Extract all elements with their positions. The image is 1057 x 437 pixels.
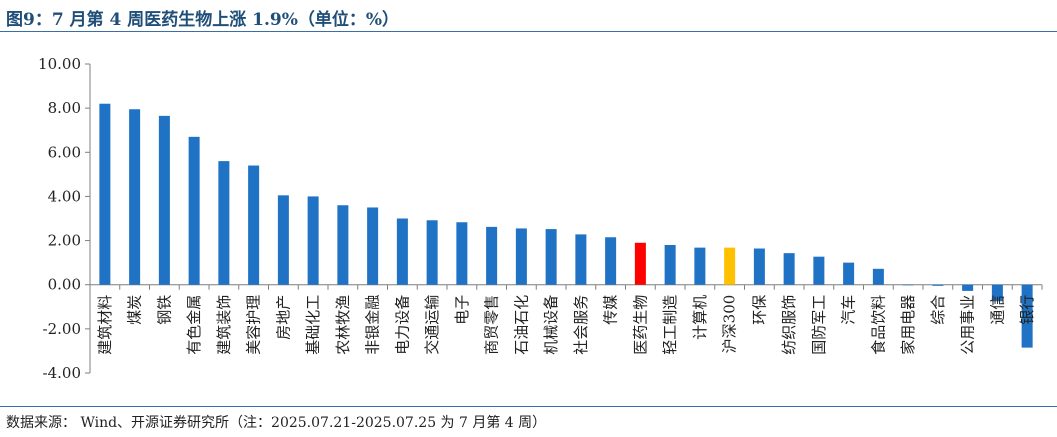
x-tick-label: 环保 (750, 295, 768, 325)
x-tick-label: 计算机 (691, 295, 709, 340)
x-tick-label: 石油石化 (512, 295, 530, 355)
x-tick-label: 建筑装饰 (215, 295, 233, 355)
y-tick-label: 0.00 (48, 276, 81, 294)
source-note: 数据来源： Wind、开源证券研究所（注：2025.07.21-2025.07.… (6, 415, 547, 431)
x-tick-label: 煤炭 (126, 295, 144, 325)
y-tick-label: -2.00 (43, 320, 81, 338)
bar-通信 (991, 284, 1003, 302)
bar-综合 (932, 284, 944, 286)
chart-title: 图9：7 月第 4 周医药生物上涨 1.9%（单位：%） (6, 10, 400, 30)
bar-食品饮料 (872, 268, 884, 285)
x-tick-label: 交通运输 (423, 295, 441, 355)
x-tick-label: 纺织服饰 (780, 295, 798, 355)
bar-公用事业 (962, 284, 974, 291)
x-tick-label: 有色金属 (185, 295, 203, 355)
top-rule (0, 31, 1057, 32)
bar-交通运输 (426, 220, 438, 285)
y-tick-label: 2.00 (48, 232, 81, 250)
x-tick-label: 医药生物 (631, 295, 649, 355)
bar-基础化工 (307, 196, 319, 285)
bar-钢铁 (158, 115, 170, 285)
bar-建筑装饰 (218, 161, 230, 285)
y-tick-label: 10.00 (38, 55, 81, 73)
x-tick-label: 轻工制造 (661, 295, 679, 355)
bar-电子 (456, 222, 468, 285)
x-tick-label: 机械设备 (542, 295, 560, 355)
x-tick-label: 建筑材料 (96, 295, 114, 355)
bar-计算机 (694, 247, 706, 285)
x-tick-label: 钢铁 (155, 295, 173, 325)
x-tick-label: 非银金融 (364, 295, 382, 355)
bar-环保 (753, 248, 765, 285)
bar-纺织服饰 (783, 253, 795, 285)
bar-有色金属 (188, 136, 200, 285)
x-tick-label: 通信 (988, 295, 1006, 325)
bar-房地产 (277, 195, 289, 285)
x-tick-label: 商贸零售 (483, 295, 501, 355)
bar-沪深300 (724, 247, 736, 285)
bar-建筑材料 (99, 103, 111, 285)
bar-石油石化 (515, 228, 527, 285)
x-tick-label: 综合 (929, 295, 947, 325)
bar-电力设备 (396, 218, 408, 285)
y-tick-label: 6.00 (48, 143, 81, 161)
bar-非银金融 (367, 207, 379, 285)
x-tick-label: 沪深300 (721, 295, 739, 354)
bar-传媒 (605, 237, 617, 285)
x-tick-label: 食品饮料 (869, 295, 887, 355)
bar-银行 (1021, 284, 1033, 348)
x-tick-label: 银行 (1018, 295, 1036, 325)
x-tick-label: 电力设备 (393, 295, 411, 355)
x-tick-label: 社会服务 (572, 295, 590, 355)
bar-家用电器 (902, 284, 914, 286)
bar-美容护理 (248, 165, 260, 285)
bar-轻工制造 (664, 244, 676, 285)
x-tick-label: 国防军工 (810, 295, 828, 355)
x-tick-label: 电子 (453, 295, 471, 325)
bar-社会服务 (575, 234, 587, 285)
x-tick-label: 农林牧渔 (334, 295, 352, 355)
x-tick-label: 基础化工 (304, 295, 322, 355)
x-tick-label: 美容护理 (245, 295, 263, 355)
bar-医药生物 (634, 242, 646, 285)
x-tick-label: 家用电器 (899, 295, 917, 355)
y-tick-label: 4.00 (48, 187, 81, 205)
bar-农林牧渔 (337, 205, 349, 285)
x-tick-label: 公用事业 (959, 295, 977, 355)
bar-机械设备 (545, 229, 557, 285)
y-tick-label: -4.00 (43, 364, 81, 382)
x-tick-label: 传媒 (602, 295, 620, 325)
bar-煤炭 (129, 109, 141, 285)
bottom-rule (0, 406, 1057, 407)
bar-汽车 (843, 262, 855, 285)
bar-商贸零售 (486, 226, 498, 285)
x-tick-label: 房地产 (274, 295, 292, 340)
y-tick-label: 8.00 (48, 99, 81, 117)
bar-国防军工 (813, 256, 825, 285)
x-tick-label: 汽车 (840, 295, 858, 325)
